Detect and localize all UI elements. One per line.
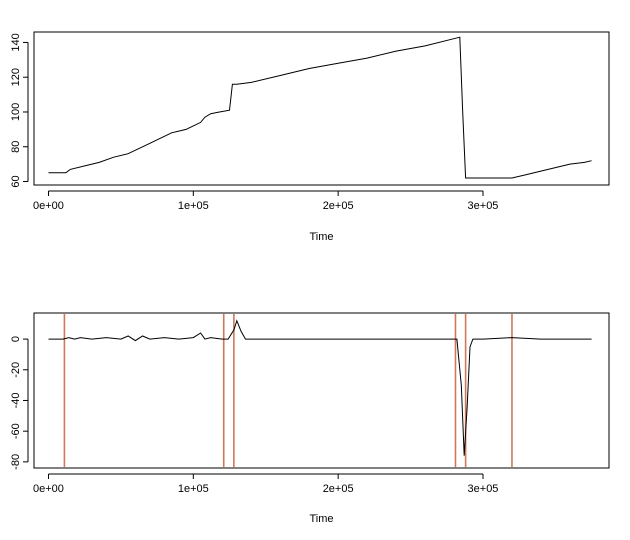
top-x-tick-label: 1e+05 xyxy=(178,200,209,212)
top-y-tick-label: 100 xyxy=(10,103,22,121)
top-plot-frame xyxy=(33,31,610,186)
bottom-x-tick-label: 2e+05 xyxy=(323,483,354,495)
top-x-tick-label: 3e+05 xyxy=(468,200,499,212)
bottom-y-tick-label: -40 xyxy=(10,393,22,409)
top-x-tick-label: 2e+05 xyxy=(323,200,354,212)
bottom-x-tick-label: 3e+05 xyxy=(468,483,499,495)
bottom-y-tick-label: -60 xyxy=(10,423,22,439)
top-x-tick-label: 0e+00 xyxy=(33,200,64,212)
bottom-series-line xyxy=(48,319,592,456)
bottom-x-tick-label: 1e+05 xyxy=(178,483,209,495)
bottom-y-tick-label: 0 xyxy=(10,336,22,342)
bottom-plot-frame xyxy=(33,312,610,469)
bottom-y-tick-label: -20 xyxy=(10,362,22,378)
top-series-line xyxy=(48,36,592,179)
top-y-tick-label: 120 xyxy=(10,68,22,86)
chart-bottom: 0e+00 1e+05 2e+05 3e+05 0 -20 -40 -60 -80 Time xyxy=(10,312,610,525)
chart-top: 0e+00 1e+05 2e+05 3e+05 60 80 100 120 140 Time xyxy=(10,31,610,243)
top-y-tick-label: 140 xyxy=(10,33,22,51)
top-x-axis-label: Time xyxy=(309,231,333,243)
bottom-x-tick-label: 0e+00 xyxy=(33,483,64,495)
top-y-tick-label: 60 xyxy=(10,175,22,187)
bottom-x-axis-label: Time xyxy=(309,513,333,525)
bottom-y-tick-label: -80 xyxy=(10,454,22,470)
top-y-tick-label: 80 xyxy=(10,141,22,153)
